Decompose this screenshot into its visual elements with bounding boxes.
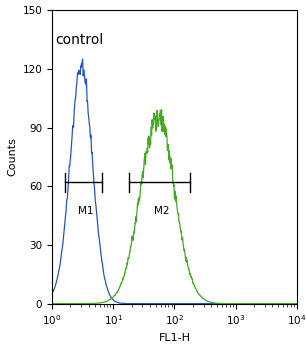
Y-axis label: Counts: Counts bbox=[7, 138, 17, 177]
Text: M1: M1 bbox=[78, 206, 93, 216]
X-axis label: FL1-H: FL1-H bbox=[159, 333, 190, 343]
Text: control: control bbox=[56, 33, 104, 47]
Text: M2: M2 bbox=[154, 206, 170, 216]
